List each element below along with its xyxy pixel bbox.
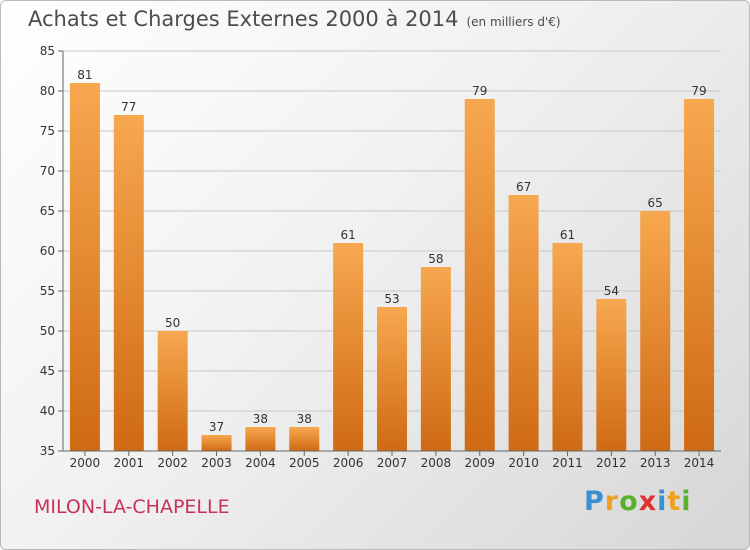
x-tick-label: 2012 — [596, 456, 627, 470]
bar — [552, 243, 583, 451]
x-tick-label: 2005 — [289, 456, 320, 470]
y-tick-label: 35 — [40, 444, 55, 458]
logo-letter: i — [681, 486, 692, 517]
bar-value-label: 77 — [121, 100, 136, 114]
x-tick-label: 2008 — [421, 456, 452, 470]
bar-value-label: 79 — [691, 84, 706, 98]
bar-value-label: 81 — [77, 68, 92, 82]
bar-value-label: 58 — [428, 252, 443, 266]
bar — [157, 331, 188, 451]
bar-value-label: 38 — [253, 412, 268, 426]
x-tick-label: 2003 — [201, 456, 232, 470]
bar — [596, 299, 627, 451]
bar — [420, 267, 451, 451]
logo-letter: i — [657, 486, 668, 517]
bar-value-label: 61 — [560, 228, 575, 242]
bar — [508, 195, 539, 451]
proxiti-logo: Proxiti — [584, 486, 692, 517]
y-tick-label: 40 — [40, 404, 55, 418]
bar-value-label: 53 — [384, 292, 399, 306]
bar — [113, 115, 144, 451]
y-tick-label: 85 — [40, 44, 55, 58]
logo-letter: P — [584, 486, 605, 517]
chart-title-text: Achats et Charges Externes 2000 à 2014 — [28, 7, 459, 31]
bar-value-label: 65 — [648, 196, 663, 210]
chart-subtitle: (en milliers d'€) — [466, 15, 561, 29]
y-tick-label: 80 — [40, 84, 55, 98]
logo-letter: t — [667, 486, 682, 517]
x-tick-label: 2013 — [640, 456, 671, 470]
y-tick-label: 70 — [40, 164, 55, 178]
logo-letter: r — [604, 486, 620, 517]
y-tick-label: 60 — [40, 244, 55, 258]
y-tick-label: 45 — [40, 364, 55, 378]
chart-title: Achats et Charges Externes 2000 à 2014 (e… — [28, 7, 561, 31]
commune-name: MILON-LA-CHAPELLE — [34, 496, 230, 518]
x-tick-label: 2011 — [552, 456, 583, 470]
bar — [333, 243, 364, 451]
x-tick-label: 2014 — [684, 456, 715, 470]
bar — [245, 427, 276, 451]
bar — [377, 307, 407, 451]
y-tick-label: 55 — [40, 284, 55, 298]
bar-value-label: 54 — [604, 284, 619, 298]
bar-value-label: 50 — [165, 316, 180, 330]
x-tick-label: 2009 — [464, 456, 495, 470]
bar-value-label: 37 — [209, 420, 224, 434]
bar-value-label: 61 — [340, 228, 355, 242]
bar — [640, 211, 671, 451]
bar — [201, 435, 232, 451]
bar — [69, 83, 100, 451]
y-tick-label: 75 — [40, 124, 55, 138]
bar-value-label: 79 — [472, 84, 487, 98]
x-tick-label: 2004 — [245, 456, 276, 470]
bar — [684, 99, 715, 451]
x-tick-label: 2002 — [157, 456, 188, 470]
x-tick-label: 2007 — [377, 456, 408, 470]
logo-letter: x — [638, 486, 658, 517]
y-tick-label: 50 — [40, 324, 55, 338]
bar-value-label: 38 — [297, 412, 312, 426]
y-tick-label: 65 — [40, 204, 55, 218]
x-tick-label: 2006 — [333, 456, 364, 470]
bar — [289, 427, 320, 451]
x-tick-label: 2000 — [70, 456, 101, 470]
x-tick-label: 2010 — [508, 456, 539, 470]
bar-value-label: 67 — [516, 180, 531, 194]
x-tick-label: 2001 — [114, 456, 145, 470]
bar — [464, 99, 495, 451]
logo-letter: o — [619, 486, 639, 517]
